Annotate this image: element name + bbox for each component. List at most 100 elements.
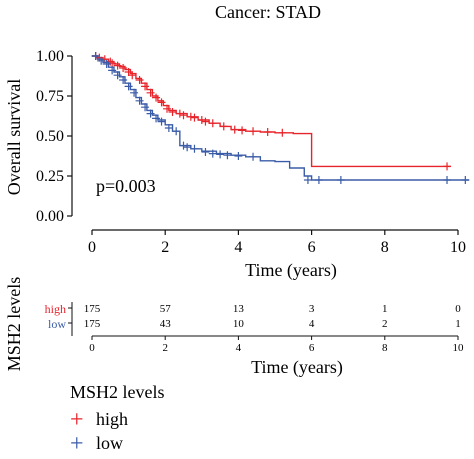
censor-mark-high [179,111,188,120]
x-tick-label: 8 [381,239,389,256]
risk-count-low: 43 [160,318,172,330]
x-tick-label: 2 [161,239,169,256]
censor-mark-high [152,93,161,102]
censor-mark-low [119,76,128,84]
risk-count-high: 13 [233,303,245,315]
censor-mark-high [230,125,239,134]
censor-mark-low [314,176,323,184]
censor-mark-high [219,122,228,131]
censor-mark-low [164,124,173,132]
risk-count-low: 1 [455,318,461,330]
risk-count-low: 4 [309,318,315,330]
risk-count-low: 2 [382,318,388,330]
risk-x-tick-label: 4 [236,342,242,354]
risk-x-tick-label: 2 [162,342,168,354]
censor-mark-low [97,56,106,65]
censor-mark-high [113,61,122,70]
risk-count-high: 0 [455,303,461,315]
censor-mark-high [197,116,206,124]
survival-curves [91,52,470,184]
risk-x-tick-label: 8 [382,342,388,354]
x-tick-label: 4 [234,239,242,256]
censor-mark-high [263,128,272,136]
risk-count-high: 57 [160,303,172,315]
risk-table-x-label: Time (years) [251,357,343,378]
censor-mark-high [201,117,210,126]
censor-mark-low [216,150,225,159]
censor-mark-low [183,143,192,152]
chart-title: Cancer: STAD [215,2,321,22]
y-tick-label: 1.00 [36,48,64,65]
censor-mark-high [190,113,199,122]
risk-count-low: 175 [84,318,101,330]
censor-mark-high [208,119,217,128]
censor-mark-high [128,71,137,80]
censor-mark-low [172,127,181,136]
x-tick-label: 0 [88,239,96,256]
censor-mark-low [443,176,452,184]
y-axis: 0.00 0.25 0.50 0.75 1.00 [36,48,73,225]
censor-mark-high [168,108,177,116]
censor-mark-low [249,152,258,161]
legend-low-marker: + [70,431,84,457]
censor-mark-low [146,109,155,118]
censor-mark-high [119,64,128,72]
survival-line-high [92,55,451,168]
risk-row-label-high: high [45,302,66,316]
y-axis-label: Overall survival [4,79,24,195]
censor-mark-low [141,103,150,112]
legend-high-label: high [96,409,128,429]
y-tick-label: 0.00 [36,208,64,225]
censor-mark-low [303,176,312,184]
censor-mark-high [249,127,258,136]
survival-line-low [92,55,469,181]
y-tick-label: 0.50 [36,128,64,145]
censor-mark-low [234,152,243,160]
censor-mark-high [135,76,144,84]
risk-x-tick-label: 6 [309,342,315,354]
censor-mark-low [208,149,217,158]
censor-mark-high [238,126,247,135]
censor-mark-high [186,112,195,121]
censor-mark-high [146,88,155,97]
censor-mark-high [108,59,117,68]
y-tick-label: 0.75 [36,88,64,105]
risk-x-tick-label: 10 [453,342,465,354]
censor-mark-low [102,60,111,68]
censor-mark-high [141,82,150,91]
censor-mark-low [135,96,144,105]
risk-count-high: 175 [84,303,101,315]
risk-table-y-label: MSH2 levels [4,277,24,372]
censor-mark-high [443,162,452,171]
risk-count-high: 3 [309,303,315,315]
censor-mark-low [113,71,122,80]
censor-mark-low [461,176,470,184]
x-axis-label: Time (years) [245,260,337,281]
p-value-annotation: p=0.003 [96,176,156,196]
censor-mark-low [157,117,166,126]
legend-title: MSH2 levels [70,382,165,402]
censor-mark-low [152,114,161,123]
censor-mark-low [223,151,232,160]
censor-mark-low [336,176,345,184]
censor-mark-high [175,109,184,118]
censor-mark-low [91,52,100,60]
x-axis: 0 2 4 6 8 10 [88,229,466,256]
y-tick-label: 0.25 [36,168,64,185]
risk-count-high: 1 [382,303,388,315]
x-tick-label: 10 [450,239,466,256]
censor-mark-high [157,98,166,107]
censor-mark-high [163,104,172,113]
censor-mark-low [108,66,117,75]
legend: MSH2 levels + high + low [70,382,165,457]
censor-mark-low [201,148,210,156]
censor-mark-low [190,144,199,153]
x-tick-label: 6 [308,239,316,256]
risk-x-tick-label: 0 [89,342,95,354]
censor-mark-low [130,88,139,97]
risk-row-label-low: low [48,317,66,331]
risk-count-low: 10 [233,318,245,330]
legend-low-label: low [96,433,123,453]
